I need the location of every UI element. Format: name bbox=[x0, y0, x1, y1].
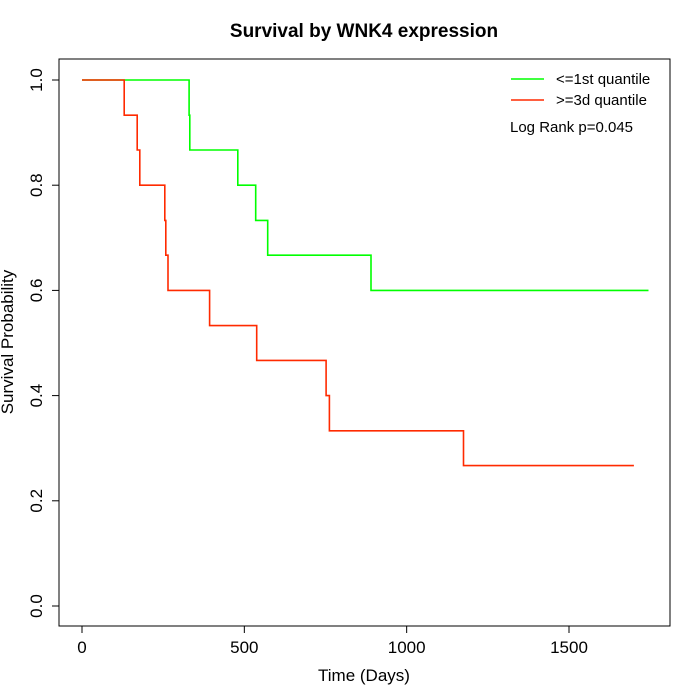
x-tick-label: 1500 bbox=[550, 638, 588, 657]
series-group bbox=[82, 79, 649, 467]
x-tick-label: 0 bbox=[77, 638, 86, 657]
x-tick-label: 500 bbox=[230, 638, 258, 657]
plot-frame bbox=[58, 58, 671, 627]
y-tick-label: 0.0 bbox=[27, 594, 46, 618]
series-line-2 bbox=[82, 79, 634, 467]
legend-label-2: >=3d quantile bbox=[556, 92, 647, 109]
log-rank-annotation: Log Rank p=0.045 bbox=[510, 119, 633, 136]
x-axis-label: Time (Days) bbox=[318, 666, 410, 685]
chart-title: Survival by WNK4 expression bbox=[230, 21, 498, 42]
y-tick-label: 1.0 bbox=[27, 68, 46, 92]
y-axis-label: Survival Probability bbox=[0, 269, 17, 414]
legend-label-1: <=1st quantile bbox=[556, 71, 650, 88]
x-tick-label: 1000 bbox=[388, 638, 426, 657]
x-axis: 0 500 1000 1500 bbox=[77, 625, 588, 657]
y-tick-label: 0.8 bbox=[27, 173, 46, 197]
y-tick-label: 0.4 bbox=[27, 384, 46, 408]
y-tick-label: 0.2 bbox=[27, 489, 46, 513]
series-line-1 bbox=[82, 79, 649, 292]
y-tick-label: 0.6 bbox=[27, 279, 46, 303]
legend: <=1st quantile >=3d quantile bbox=[511, 71, 650, 109]
y-axis: 0.0 0.2 0.4 0.6 0.8 1.0 bbox=[27, 68, 60, 618]
